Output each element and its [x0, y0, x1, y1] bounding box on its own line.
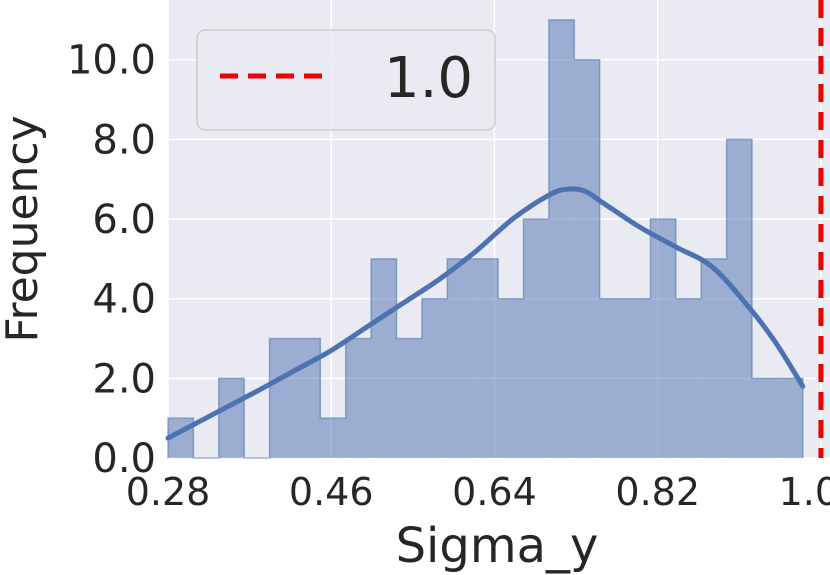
histogram-bar [701, 258, 727, 458]
y-axis-label: Frequency [0, 115, 48, 342]
x-tick-label: 0.64 [452, 470, 537, 514]
histogram-bar [675, 298, 702, 458]
x-tick-label: 1.00 [779, 470, 830, 514]
histogram-bar [345, 338, 372, 458]
legend-label: 1.0 [384, 46, 473, 111]
y-tick-label: 4.0 [92, 277, 156, 323]
y-tick-label: 10.0 [67, 38, 156, 84]
histogram-bar [320, 418, 346, 458]
histogram-bar [625, 298, 651, 458]
y-tick-label: 0.0 [92, 436, 156, 482]
histogram-bar [777, 378, 803, 458]
legend-box [196, 29, 496, 131]
histogram-bar [752, 378, 778, 458]
x-tick-label: 0.82 [615, 470, 700, 514]
histogram-bar [269, 338, 295, 458]
histogram-outline [167, 19, 804, 459]
x-tick-label: 0.28 [126, 470, 211, 514]
histogram-bar [523, 219, 549, 458]
histogram-bar [574, 59, 600, 458]
histogram-bar [650, 219, 676, 458]
histogram-bar [371, 258, 397, 458]
x-axis-label: Sigma_y [396, 518, 599, 574]
histogram-bars [167, 19, 804, 459]
histogram-bar [421, 298, 448, 458]
histogram-bar [498, 298, 524, 458]
histogram-bar [599, 298, 626, 458]
x-tick-label: 0.46 [289, 470, 374, 514]
y-tick-label: 6.0 [92, 197, 156, 243]
legend: 1.0 [196, 29, 496, 131]
y-tick-label: 8.0 [92, 117, 156, 163]
x-tick-labels: 0.28 0.46 0.64 0.82 1.00 [126, 470, 830, 514]
histogram-bar [472, 258, 499, 458]
y-tick-label: 2.0 [92, 356, 156, 402]
histogram-bar [548, 19, 575, 458]
histogram-bar [218, 378, 245, 458]
y-tick-labels: 0.0 2.0 4.0 6.0 8.0 10.0 [67, 38, 156, 482]
histogram-bar [447, 258, 473, 458]
kde-curve [165, 186, 806, 441]
histogram-bar [396, 338, 422, 458]
